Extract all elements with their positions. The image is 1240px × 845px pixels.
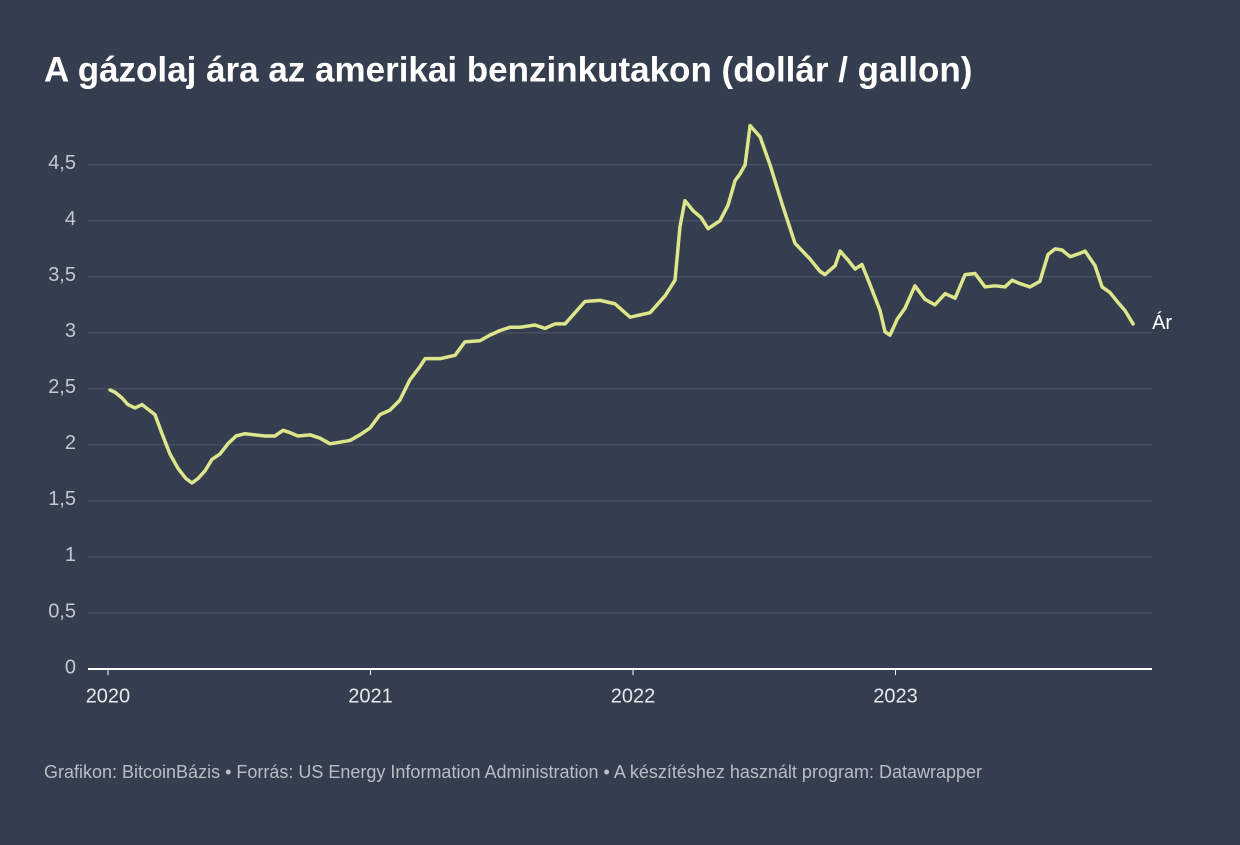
y-tick-label: 3,5 <box>48 264 76 286</box>
x-tick-label: 2022 <box>611 685 656 707</box>
x-tick-label: 2020 <box>86 685 131 707</box>
y-tick-label: 1 <box>65 544 76 566</box>
line <box>108 123 1135 485</box>
y-tick-label: 4,5 <box>48 152 76 174</box>
y-tick-label: 1,5 <box>48 488 76 510</box>
x-tick-label: 2021 <box>348 685 393 707</box>
chart-title: A gázolaj ára az amerikai benzinkutakon … <box>44 50 972 89</box>
series-label: Ár <box>1152 311 1172 334</box>
y-tick-label: 0,5 <box>48 600 76 622</box>
y-tick-label: 3 <box>65 320 76 342</box>
y-tick-label: 2 <box>65 432 76 454</box>
y-tick-label: 4 <box>65 208 76 230</box>
y-tick-label: 0 <box>65 656 76 678</box>
footer: Grafikon: BitcoinBázis • Forrás: US Ener… <box>44 762 982 782</box>
y-tick-label: 2,5 <box>48 376 76 398</box>
x-tick-label: 2023 <box>873 685 918 707</box>
